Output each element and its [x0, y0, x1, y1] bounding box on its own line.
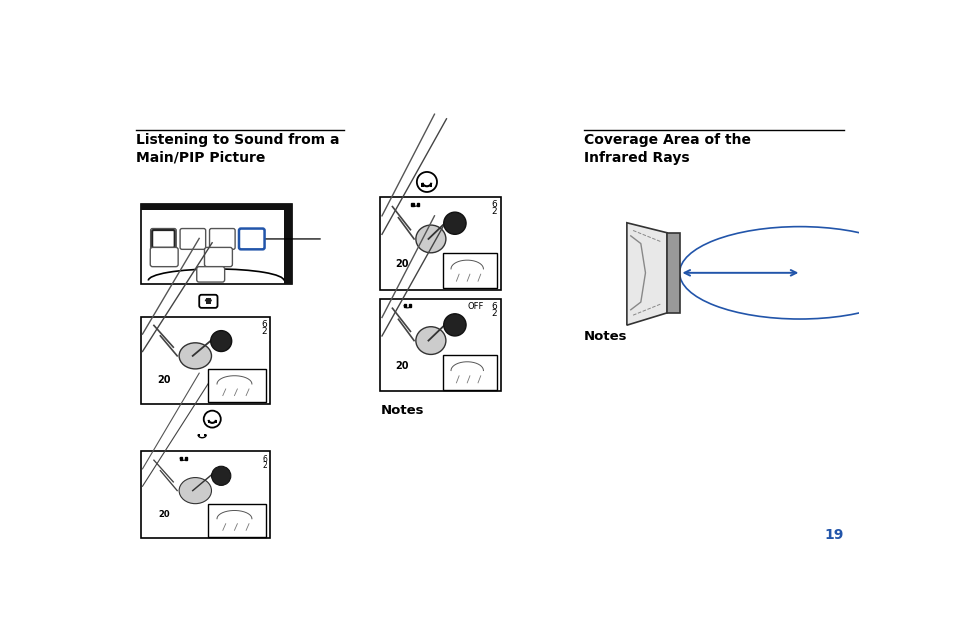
Text: Listening to Sound from a
Main/PIP Picture: Listening to Sound from a Main/PIP Pictu…: [136, 133, 339, 164]
Circle shape: [443, 212, 466, 234]
Bar: [141, 452, 270, 538]
Bar: [204, 434, 206, 436]
Ellipse shape: [179, 478, 212, 504]
Bar: [411, 203, 414, 206]
Text: 6: 6: [262, 455, 267, 464]
Polygon shape: [626, 222, 666, 325]
Bar: [198, 434, 199, 436]
Bar: [380, 197, 500, 290]
Bar: [141, 316, 270, 404]
FancyBboxPatch shape: [180, 229, 206, 249]
Bar: [409, 305, 411, 308]
Bar: [421, 183, 423, 187]
Text: Notes: Notes: [380, 404, 423, 417]
Bar: [403, 305, 406, 308]
Bar: [179, 457, 182, 460]
Bar: [206, 298, 211, 304]
Bar: [141, 203, 292, 210]
Bar: [381, 198, 499, 289]
Bar: [142, 452, 270, 538]
Text: 2: 2: [492, 208, 497, 216]
Bar: [208, 504, 266, 537]
Bar: [442, 355, 497, 390]
Bar: [214, 420, 216, 423]
Circle shape: [211, 331, 232, 352]
Text: 20: 20: [157, 375, 171, 384]
FancyBboxPatch shape: [204, 247, 233, 266]
Ellipse shape: [416, 327, 445, 355]
Ellipse shape: [179, 343, 212, 369]
FancyBboxPatch shape: [152, 230, 174, 248]
Text: 2: 2: [492, 309, 497, 318]
Bar: [380, 299, 500, 391]
Bar: [430, 183, 432, 187]
FancyBboxPatch shape: [150, 247, 178, 266]
FancyBboxPatch shape: [196, 266, 224, 282]
Text: 2: 2: [262, 462, 267, 470]
Text: Coverage Area of the
Infrared Rays: Coverage Area of the Infrared Rays: [583, 133, 750, 164]
Bar: [185, 457, 187, 460]
Text: 20: 20: [158, 510, 170, 519]
Bar: [416, 203, 418, 206]
FancyBboxPatch shape: [199, 295, 217, 308]
FancyBboxPatch shape: [151, 229, 176, 249]
Text: 20: 20: [395, 361, 409, 371]
Bar: [284, 203, 292, 284]
Text: 6: 6: [261, 320, 267, 329]
Text: 20: 20: [395, 260, 409, 269]
Circle shape: [212, 466, 231, 485]
FancyBboxPatch shape: [210, 229, 234, 249]
Bar: [142, 318, 270, 403]
Ellipse shape: [416, 225, 445, 253]
FancyBboxPatch shape: [239, 229, 264, 249]
Bar: [208, 369, 266, 402]
Text: OFF: OFF: [467, 302, 483, 311]
Circle shape: [443, 314, 466, 336]
Text: 2: 2: [261, 327, 267, 336]
Bar: [442, 253, 497, 288]
Bar: [381, 300, 499, 391]
Bar: [141, 203, 292, 284]
Text: 6: 6: [491, 302, 497, 311]
Text: Notes: Notes: [583, 330, 627, 343]
Bar: [208, 420, 210, 423]
Text: 19: 19: [823, 528, 843, 543]
Text: 6: 6: [491, 200, 497, 210]
Bar: [666, 233, 679, 313]
